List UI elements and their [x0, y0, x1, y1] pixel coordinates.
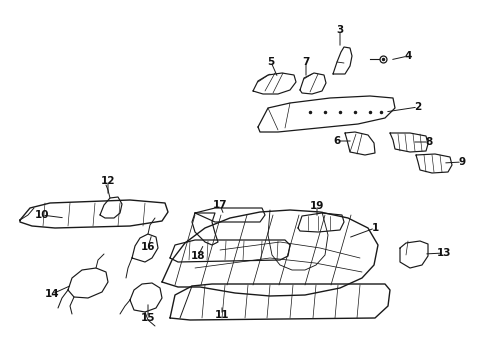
Text: 11: 11 [214, 310, 229, 320]
Text: 1: 1 [370, 223, 378, 233]
Text: 18: 18 [190, 251, 205, 261]
Text: 17: 17 [212, 200, 227, 210]
Text: 3: 3 [336, 25, 343, 35]
Text: 7: 7 [302, 57, 309, 67]
Text: 10: 10 [35, 210, 49, 220]
Text: 2: 2 [413, 102, 421, 112]
Text: 19: 19 [309, 201, 324, 211]
Text: 16: 16 [141, 242, 155, 252]
Text: 5: 5 [267, 57, 274, 67]
Text: 8: 8 [425, 137, 432, 147]
Text: 12: 12 [101, 176, 115, 186]
Text: 6: 6 [333, 136, 340, 146]
Text: 4: 4 [404, 51, 411, 61]
Text: 9: 9 [458, 157, 465, 167]
Text: 13: 13 [436, 248, 450, 258]
Text: 14: 14 [44, 289, 59, 299]
Text: 15: 15 [141, 313, 155, 323]
